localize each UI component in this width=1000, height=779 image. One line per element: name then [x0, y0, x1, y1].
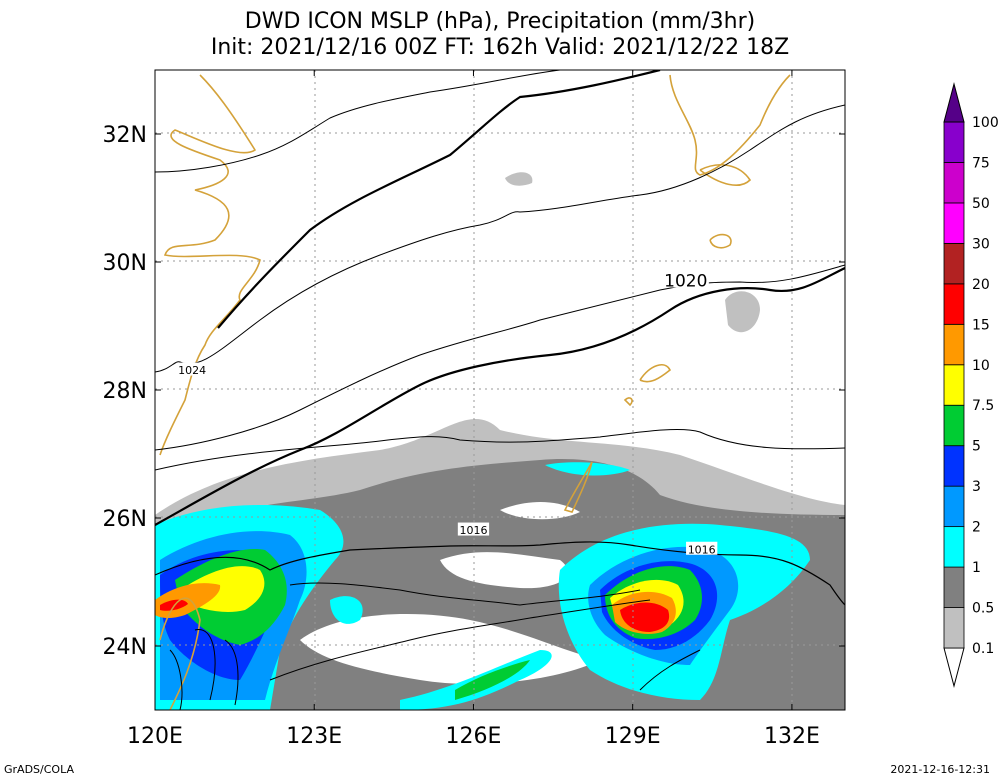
footer-timestamp: 2021-12-16-12:31 [890, 763, 990, 776]
isobar-east [639, 649, 701, 691]
colorbar-label: 75 [972, 155, 990, 171]
isobar-1026 [155, 70, 561, 173]
isobar-label: 1016 [459, 524, 487, 537]
precip-area-0.1-north [725, 291, 760, 333]
lat-tick-label: 26N [103, 507, 147, 532]
colorbar: 0.1 0.5 1 2 3 5 7.5 10 15 20 30 50 75 100 [943, 82, 999, 688]
lat-tick-label: 30N [103, 251, 147, 276]
colorbar-label: 3 [972, 479, 981, 495]
colorbar-label: 7.5 [972, 398, 994, 414]
colorbar-label: 0.1 [972, 641, 994, 657]
isobar-1020 [155, 267, 845, 526]
isobar-1018 [155, 429, 845, 471]
island-small [623, 397, 633, 407]
coastline-china [159, 74, 261, 456]
lon-tick-label: 123E [286, 724, 342, 749]
colorbar-label: 5 [972, 439, 981, 455]
isobar-low-2 [224, 639, 239, 706]
lon-tick-label: 120E [127, 724, 183, 749]
colorbar-box [943, 283, 965, 325]
isobars [155, 70, 845, 710]
isobar-label-bg [457, 522, 490, 536]
isobar-1024 [155, 104, 845, 373]
lon-tick-label: 129E [605, 724, 661, 749]
colorbar-label: 10 [972, 358, 990, 374]
coastlines [159, 74, 791, 710]
precipitation-field [155, 172, 845, 710]
isobar-1016-south [269, 599, 651, 681]
lat-tick-label: 32N [103, 123, 147, 148]
colorbar-label: 15 [972, 317, 990, 333]
isobar-label-bg [176, 362, 208, 376]
map-title: DWD ICON MSLP (hPa), Precipitation (mm/3… [244, 9, 756, 34]
precip-gap [440, 552, 568, 589]
isobar-label: 1024 [178, 364, 206, 377]
isobar-low-3 [169, 649, 183, 710]
isobar-label-bg [662, 268, 709, 288]
lat-tick-label: 24N [103, 635, 147, 660]
isobar-1022 [155, 264, 845, 451]
island-tanegashima [709, 233, 732, 249]
precip-area-15 [620, 602, 670, 632]
colorbar-lower-triangle [943, 647, 965, 688]
isobar-low-1 [194, 629, 216, 701]
colorbar-label: 2 [972, 520, 981, 536]
colorbar-box [943, 364, 965, 406]
colorbar-label: 0.5 [972, 601, 994, 617]
coastline-kyushu [699, 164, 752, 186]
colorbar-label: 100 [972, 115, 999, 131]
lon-tick-label: 126E [446, 724, 502, 749]
precip-gap [500, 501, 580, 520]
map-subtitle: Init: 2021/12/16 00Z FT: 162h Valid: 202… [210, 35, 790, 60]
colorbar-box [943, 445, 965, 487]
colorbar-box [943, 485, 965, 528]
colorbar-box [943, 323, 965, 366]
precip-area-1-west [330, 596, 363, 624]
lon-tick-label: 132E [764, 724, 820, 749]
isobar-1014 [289, 582, 641, 606]
isobar-label-bg [686, 541, 718, 555]
colorbar-box [943, 242, 965, 285]
graticule [155, 70, 845, 710]
colorbar-box [943, 202, 965, 244]
colorbar-label: 50 [972, 196, 990, 212]
island-amami [639, 364, 672, 383]
colorbar-box [943, 526, 965, 568]
isobar-labels: 1024 1020 1016 1016 [176, 268, 718, 556]
colorbar-box [943, 566, 965, 608]
island-okinawa [563, 461, 593, 513]
axis-ticks: 120E 123E 126E 129E 132E 24N 26N 28N 30N 32N [103, 70, 845, 749]
colorbar-label: 20 [972, 277, 990, 293]
colorbar-upper-triangle [943, 82, 965, 123]
colorbar-label: 30 [972, 236, 990, 252]
isobar-1028 [217, 70, 661, 329]
colorbar-box [943, 404, 965, 447]
coastline-korea-japan [669, 74, 791, 176]
colorbar-label: 1 [972, 560, 981, 576]
isobar-1016-north [155, 541, 845, 606]
island-taiwan [159, 597, 201, 710]
precip-area-0.1-small [505, 172, 533, 186]
lat-tick-label: 28N [103, 379, 147, 404]
isobar-label: 1016 [688, 543, 716, 556]
footer-credit: GrADS/COLA [4, 763, 74, 776]
colorbar-box [943, 162, 965, 204]
colorbar-box [943, 607, 965, 649]
isobar-label: 1020 [664, 271, 707, 291]
colorbar-box [943, 121, 965, 163]
